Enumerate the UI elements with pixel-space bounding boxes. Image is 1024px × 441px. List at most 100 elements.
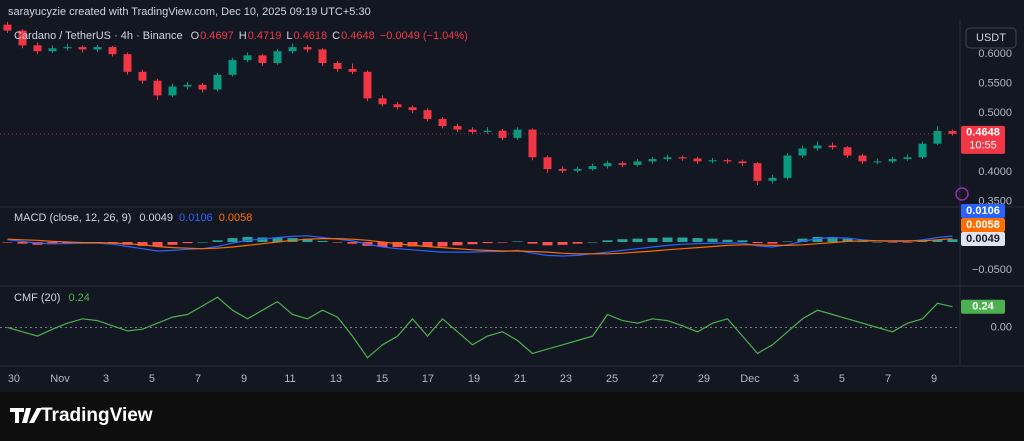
histogram-bar (662, 237, 673, 242)
histogram-bar (377, 241, 388, 248)
x-tick-label: 13 (330, 373, 342, 385)
x-tick-label: 30 (8, 373, 20, 385)
histogram-tag-box (961, 232, 1005, 246)
x-tick-label: 21 (514, 373, 526, 385)
candle-body (93, 47, 102, 50)
histogram-bar (542, 241, 553, 246)
indicator-title: MACD (close, 12, 26, 9) (14, 212, 131, 224)
candle-body (258, 55, 267, 64)
histogram-bar (722, 239, 733, 242)
histogram-bar (812, 236, 823, 242)
histogram-bar (347, 241, 358, 244)
x-tick-label: Nov (50, 373, 70, 385)
candle-body (138, 71, 147, 81)
candle-body (423, 110, 432, 119)
candle-body (3, 24, 12, 31)
signal-value: 0.0058 (219, 212, 253, 224)
histogram-bar (932, 239, 943, 242)
candles (3, 21, 957, 185)
candle-body (768, 177, 777, 181)
ohlc-label: L (286, 30, 292, 42)
change: −0.0049 (−1.04%) (380, 30, 468, 42)
histogram-bar (317, 240, 328, 242)
candle-body (723, 160, 732, 162)
candle-body (183, 84, 192, 87)
logo-icon (10, 408, 42, 423)
histogram-bar (902, 241, 913, 243)
cmf-line (7, 296, 953, 359)
currency-button[interactable] (965, 27, 1017, 49)
candle-body (588, 166, 597, 170)
candle-body (318, 49, 327, 64)
signal-tag-box (961, 218, 1005, 232)
candle-body (228, 60, 237, 75)
candle-body (378, 98, 387, 105)
histogram-tag: 0.0049 (966, 233, 1000, 245)
candle-body (888, 159, 897, 162)
ohlc-value: 0.4697 (200, 30, 234, 42)
histogram-bar (272, 237, 283, 242)
histogram-bar (482, 241, 493, 244)
histogram-bar (617, 239, 628, 242)
x-tick-label: 5 (839, 373, 845, 385)
x-tick-label: 7 (885, 373, 891, 385)
candle-body (948, 130, 957, 134)
x-tick-label: 7 (195, 373, 201, 385)
x-tick-label: 17 (422, 373, 434, 385)
histogram-bar (242, 236, 253, 242)
x-tick-label: 25 (606, 373, 618, 385)
logo: TradingView (10, 405, 153, 426)
histogram-bar (587, 241, 598, 243)
chart-background (0, 0, 1024, 392)
y-tick-label: 0.5000 (978, 107, 1012, 119)
macd-tag: 0.0106 (966, 205, 1000, 217)
candle-body (198, 84, 207, 90)
histogram-bar (422, 241, 433, 247)
candle-body (813, 145, 822, 149)
candle-body (693, 158, 702, 162)
x-tick-label: 9 (241, 373, 247, 385)
histogram-bar (632, 238, 643, 242)
candle-body (678, 157, 687, 159)
candle-body (513, 129, 522, 138)
candle-body (528, 129, 537, 158)
candle-body (663, 157, 672, 160)
histogram-bar (467, 241, 478, 245)
candle-body (363, 71, 372, 99)
macd-line (7, 235, 953, 257)
candle-body (828, 145, 837, 148)
candle-body (243, 55, 252, 61)
histogram-bar (692, 238, 703, 242)
cmf-value: 0.24 (68, 292, 89, 304)
price-tag: 0.4648 (966, 127, 1000, 139)
histogram-bar (332, 241, 343, 243)
candle-body (858, 155, 867, 162)
attribution: sarayucyzie created with TradingView.com… (8, 6, 371, 18)
histogram-bar (887, 241, 898, 243)
ohlc-value: 0.4719 (248, 30, 282, 42)
candle-body (78, 47, 87, 50)
ohlc-label: H (239, 30, 247, 42)
histogram-bar (152, 241, 163, 247)
currency-label[interactable]: USDT (976, 32, 1006, 44)
candle-body (123, 54, 132, 72)
candle-body (573, 169, 582, 171)
histogram-bar (752, 241, 763, 244)
histogram-bar (167, 241, 178, 245)
x-tick-label: 29 (698, 373, 710, 385)
signal-tag: 0.0058 (966, 219, 1000, 231)
candle-body (708, 160, 717, 162)
candle-body (798, 148, 807, 156)
histogram-bar (677, 237, 688, 242)
histogram-bar (182, 241, 193, 244)
candle-body (498, 130, 507, 138)
histogram-bar (872, 241, 883, 243)
y-tick-label: 0.6000 (978, 48, 1012, 60)
y-tick-label: −0.0500 (972, 264, 1012, 276)
candle-body (333, 63, 342, 69)
candle-body (33, 45, 42, 52)
histogram-bar (512, 241, 523, 242)
event-icon[interactable] (955, 187, 969, 201)
